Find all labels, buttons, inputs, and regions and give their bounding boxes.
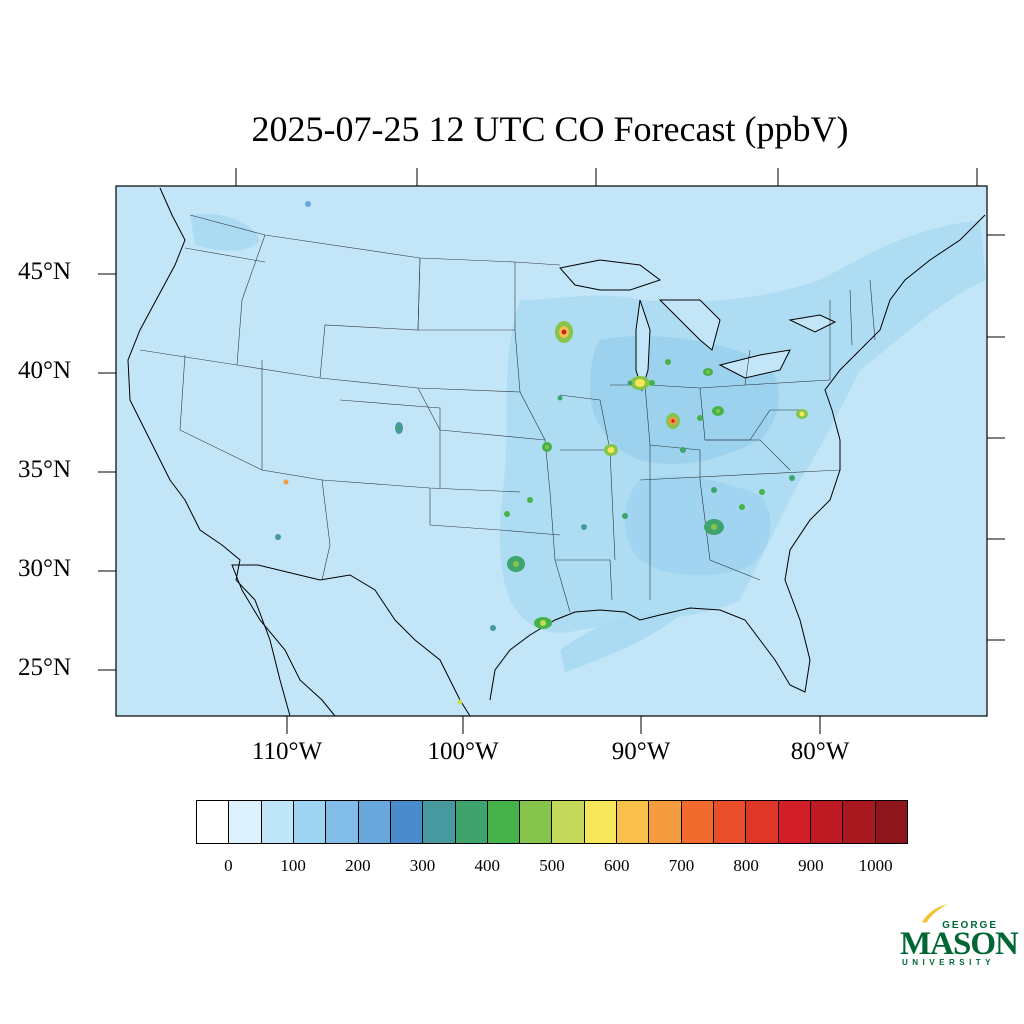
colorbar-cell xyxy=(293,801,327,843)
left-ticks xyxy=(98,273,116,671)
colorbar-tick-label: 500 xyxy=(539,856,565,875)
page-title: 2025-07-25 12 UTC CO Forecast (ppbV) xyxy=(251,109,849,149)
great-lakes xyxy=(559,259,837,392)
logo-mason: MASON xyxy=(900,926,1019,962)
colorbar-tick-label: 1000 xyxy=(858,856,893,875)
colorbar-tick-label: 400 xyxy=(474,856,501,875)
colorbar-cell xyxy=(552,801,585,843)
colorbar-cell xyxy=(520,801,553,843)
lat-label-30: 30°N xyxy=(18,555,72,582)
colorbar-cell xyxy=(746,801,779,843)
colorbar-tick-label: 800 xyxy=(733,856,759,875)
hotspot-chicago xyxy=(630,376,650,390)
colorbar-cell xyxy=(617,801,650,843)
colorbar-tick-label: 200 xyxy=(345,856,371,875)
colorbar-tick-label: 100 xyxy=(280,856,306,875)
colorbar-cell xyxy=(875,801,907,843)
colorbar-tick-label: 900 xyxy=(798,856,824,875)
colorbar-cell xyxy=(649,801,682,843)
lon-label-110: 110°W xyxy=(251,738,323,765)
hotspot-atlanta xyxy=(704,519,724,535)
hotspot-indianapolis xyxy=(666,413,680,429)
northwest-plume xyxy=(190,213,260,251)
hotspot-houston xyxy=(534,617,552,629)
colorbar-cell xyxy=(843,801,876,843)
lon-label-100: 100°W xyxy=(427,738,499,765)
colorbar-cell xyxy=(714,801,747,843)
map-frame xyxy=(115,185,988,717)
colorbar-cell xyxy=(358,801,391,843)
colorbar-tick-label: 600 xyxy=(603,856,630,875)
hotspot-minneapolis xyxy=(555,321,573,343)
logo-george: GEORGE xyxy=(942,920,998,931)
lon-label-80: 80°W xyxy=(790,738,850,765)
southeast-plume xyxy=(625,475,771,576)
colorbar-tick-label: 0 xyxy=(224,856,233,875)
state-borders xyxy=(139,214,876,613)
colorbar-tick-label: 700 xyxy=(668,856,695,875)
hotspot-st-louis xyxy=(604,444,618,456)
colorbar-cell xyxy=(326,801,359,843)
lat-label-45: 45°N xyxy=(18,258,72,285)
colorbar-tick-label: 300 xyxy=(409,856,436,875)
right-ticks xyxy=(987,234,1005,641)
logo-university: UNIVERSITY xyxy=(902,958,996,967)
hotspot-washington-dc xyxy=(796,409,808,419)
hotspot-detroit xyxy=(703,368,713,376)
colorbar-cell xyxy=(390,801,424,843)
gulf-plume xyxy=(560,613,680,672)
top-ticks xyxy=(235,168,978,186)
hotspot-denver xyxy=(395,422,403,434)
lon-label-90: 90°W xyxy=(611,738,671,765)
hotspot-cincinnati xyxy=(712,406,724,416)
colorbar-cell xyxy=(229,801,262,843)
lat-label-35: 35°N xyxy=(18,456,72,483)
gmu-logo: GEORGE MASON UNIVERSITY xyxy=(896,900,1019,970)
colorbar-cell xyxy=(487,801,521,843)
colorbar-cell xyxy=(681,801,714,843)
hotspot-kansas-city xyxy=(542,442,552,452)
colorbar-cell xyxy=(455,801,488,843)
bottom-ticks xyxy=(286,716,821,734)
coastline xyxy=(127,187,986,717)
lat-label-40: 40°N xyxy=(18,357,72,384)
colorbar-cell xyxy=(423,801,456,843)
lat-label-25: 25°N xyxy=(18,654,72,681)
colorbar-cell xyxy=(197,801,230,843)
colorbar-cell xyxy=(810,801,844,843)
co-hotspots xyxy=(275,201,808,705)
colorbar-cell xyxy=(584,801,618,843)
colorbar-cell xyxy=(261,801,294,843)
hotspot-dallas xyxy=(507,556,525,572)
swoosh-icon xyxy=(922,904,948,923)
colorbar xyxy=(196,800,908,844)
colorbar-cell xyxy=(778,801,811,843)
